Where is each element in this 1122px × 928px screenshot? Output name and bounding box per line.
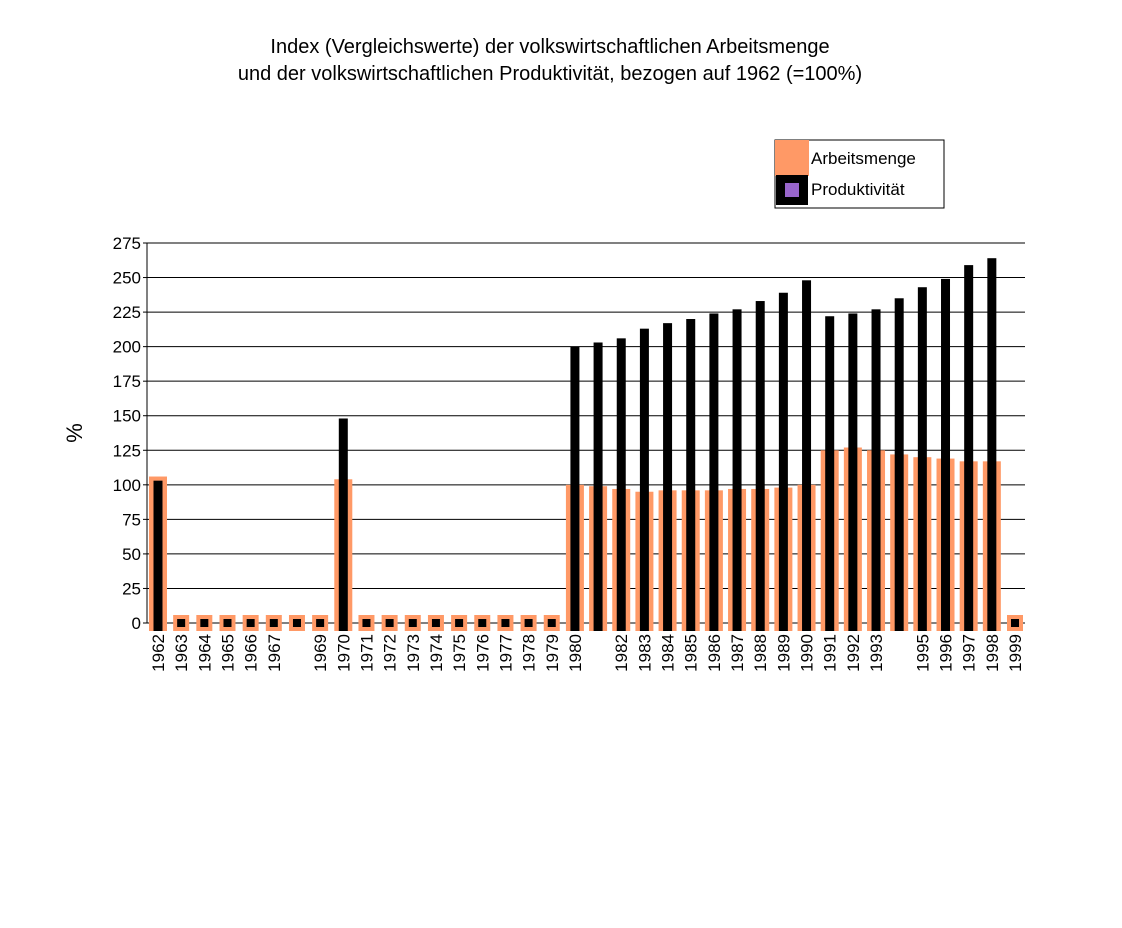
x-tick-label: 1995 (913, 634, 932, 672)
y-axis-label: % (62, 423, 87, 443)
y-tick-label: 50 (122, 545, 141, 564)
x-tick-label: 1992 (844, 634, 863, 672)
y-tick-label: 0 (132, 614, 141, 633)
x-tick-label: 1977 (496, 634, 515, 672)
bar (871, 309, 881, 631)
x-tick-label: 1991 (821, 634, 840, 672)
x-tick-label: 1962 (149, 634, 168, 672)
bar (663, 323, 673, 631)
bar (408, 619, 417, 627)
y-tick-label: 75 (122, 510, 141, 529)
x-tick-label: 1978 (520, 634, 539, 672)
x-tick-label: 1983 (635, 634, 654, 672)
bar (1011, 619, 1019, 627)
bar (802, 280, 812, 631)
x-tick-label: 1974 (427, 634, 446, 672)
y-tick-label: 175 (113, 372, 141, 391)
legend: Arbeitsmenge Produktivität (774, 139, 945, 209)
x-tick-label: 1982 (612, 634, 631, 672)
x-tick-label: 1966 (242, 634, 261, 672)
bar (593, 342, 603, 631)
bar (524, 619, 533, 627)
bar (778, 292, 788, 631)
x-tick-label: 1976 (473, 634, 492, 672)
bar (917, 287, 927, 631)
y-tick-label: 275 (113, 234, 141, 253)
x-tick-label: 1990 (798, 634, 817, 672)
bar (338, 418, 348, 631)
bar (431, 619, 440, 627)
y-tick-label: 125 (113, 441, 141, 460)
bar (570, 346, 580, 631)
x-tick-label: 1984 (659, 634, 678, 672)
legend-label: Arbeitsmenge (811, 149, 916, 168)
y-tick-label: 25 (122, 579, 141, 598)
x-tick-label: 1980 (566, 634, 585, 672)
x-tick-label: 1971 (357, 634, 376, 672)
x-tick-label: 1967 (265, 634, 284, 672)
x-tick-label: 1989 (774, 634, 793, 672)
bar (616, 338, 626, 631)
x-tick-label: 1988 (751, 634, 770, 672)
bar (755, 301, 765, 631)
x-tick-label: 1979 (543, 634, 562, 672)
legend-label: Produktivität (811, 180, 905, 199)
x-tick-label: 1996 (937, 634, 956, 672)
bar (501, 619, 510, 627)
bar (455, 619, 464, 627)
x-tick-label: 1999 (1006, 634, 1025, 672)
bar (987, 258, 997, 631)
y-tick-label: 200 (113, 338, 141, 357)
bar (316, 619, 325, 627)
chart-subtitle: und der volkswirtschaftlichen Produktivi… (238, 63, 862, 85)
legend-swatch-inner (785, 183, 799, 197)
bar (825, 316, 835, 631)
x-tick-label: 1970 (334, 634, 353, 672)
bar (941, 278, 951, 631)
x-tick-label: 1986 (705, 634, 724, 672)
bar (964, 265, 974, 631)
y-tick-label: 150 (113, 407, 141, 426)
x-tick-label: 1985 (682, 634, 701, 672)
bar (848, 313, 858, 631)
x-tick-label: 1997 (960, 634, 979, 672)
bar (223, 619, 232, 627)
y-tick-label: 225 (113, 303, 141, 322)
bar (639, 328, 649, 631)
chart-title: Index (Vergleichswerte) der volkswirtsch… (270, 36, 829, 58)
x-tick-label: 1998 (983, 634, 1002, 672)
x-tick-label: 1963 (172, 634, 191, 672)
bar (362, 619, 371, 627)
x-tick-label: 1975 (450, 634, 469, 672)
bar (385, 619, 394, 627)
bar (177, 619, 186, 627)
y-tick-label: 250 (113, 269, 141, 288)
x-tick-label: 1965 (218, 634, 237, 672)
bar (246, 619, 255, 627)
legend-swatch (775, 140, 809, 176)
bar (547, 619, 556, 627)
bar (269, 619, 278, 627)
y-tick-label: 100 (113, 476, 141, 495)
x-tick-label: 1972 (381, 634, 400, 672)
x-tick-label: 1973 (404, 634, 423, 672)
bar (686, 319, 696, 631)
bar (292, 619, 301, 627)
bar (153, 480, 163, 631)
x-tick-label: 1969 (311, 634, 330, 672)
bar (200, 619, 209, 627)
x-tick-label: 1993 (867, 634, 886, 672)
bar (894, 298, 904, 631)
x-tick-label: 1964 (195, 634, 214, 672)
bar (478, 619, 487, 627)
bar (709, 313, 719, 631)
bar (732, 309, 742, 631)
x-tick-label: 1987 (728, 634, 747, 672)
